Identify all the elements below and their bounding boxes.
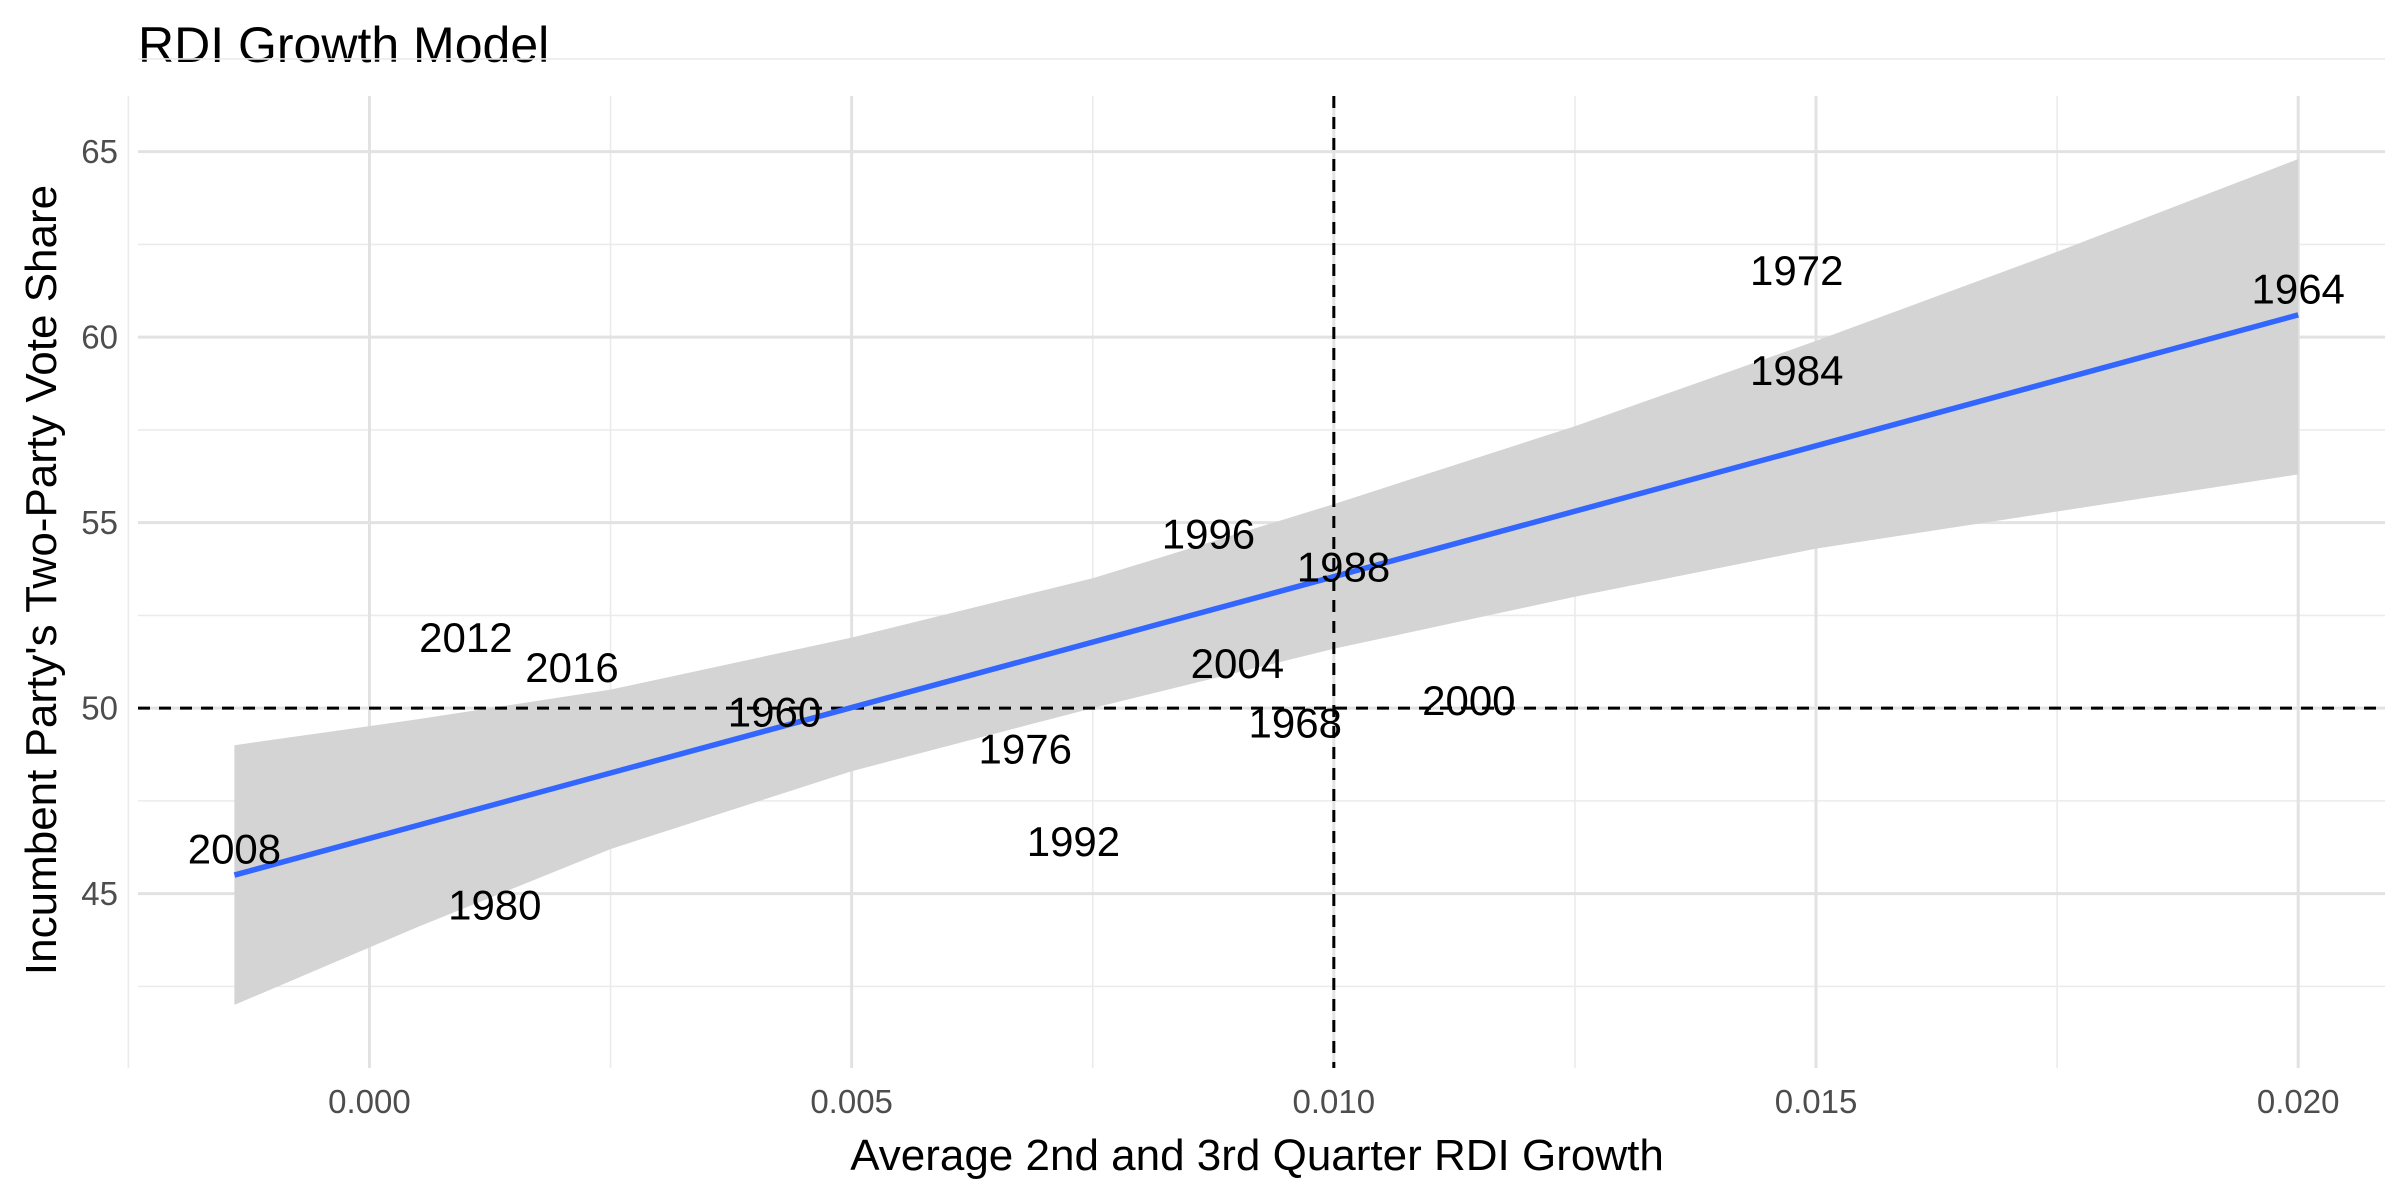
- y-axis-ticks: 45 50 55 60 65: [81, 133, 118, 912]
- regression-line: [233, 312, 2299, 878]
- point-label-2004: 2004: [1191, 640, 1284, 687]
- point-label-1960: 1960: [728, 688, 821, 735]
- point-label-1984: 1984: [1750, 347, 1843, 394]
- point-labels-layer: 1960 1964 1968 1972 1976 1980 1984 1988 1992 1996…: [188, 247, 2345, 928]
- y-tick-label: 55: [81, 504, 118, 541]
- x-axis-ticks: 0.000 0.005 0.010 0.015 0.020: [328, 1083, 2339, 1120]
- y-tick-label: 45: [81, 875, 118, 912]
- x-tick-label: 0.005: [810, 1083, 893, 1120]
- y-tick-label: 50: [81, 690, 118, 727]
- point-label-2000: 2000: [1422, 677, 1515, 724]
- point-label-1996: 1996: [1162, 510, 1255, 557]
- y-tick-label: 65: [81, 133, 118, 170]
- confidence-band: [234, 159, 2299, 1005]
- point-label-1976: 1976: [979, 725, 1072, 772]
- x-tick-label: 0.010: [1293, 1083, 1376, 1120]
- point-label-1980: 1980: [448, 881, 541, 928]
- point-label-1972: 1972: [1750, 247, 1843, 294]
- point-label-1988: 1988: [1297, 544, 1390, 591]
- point-label-1968: 1968: [1249, 699, 1342, 746]
- y-tick-label: 60: [81, 319, 118, 356]
- fit-line-layer: [233, 312, 2299, 878]
- chart-title: RDI Growth Model: [138, 17, 549, 73]
- confidence-band-layer: [234, 159, 2299, 1005]
- x-tick-label: 0.015: [1775, 1083, 1858, 1120]
- x-tick-label: 0.020: [2257, 1083, 2340, 1120]
- point-label-2012: 2012: [419, 614, 512, 661]
- x-tick-label: 0.000: [328, 1083, 411, 1120]
- point-label-1964: 1964: [2251, 265, 2344, 312]
- x-axis-title: Average 2nd and 3rd Quarter RDI Growth: [850, 1131, 1664, 1180]
- point-label-1992: 1992: [1027, 818, 1120, 865]
- point-label-2016: 2016: [525, 644, 618, 691]
- reference-lines-layer: [138, 96, 2385, 1068]
- point-label-2008: 2008: [188, 826, 281, 873]
- y-axis-title: Incumbent Party's Two-Party Vote Share: [17, 185, 66, 975]
